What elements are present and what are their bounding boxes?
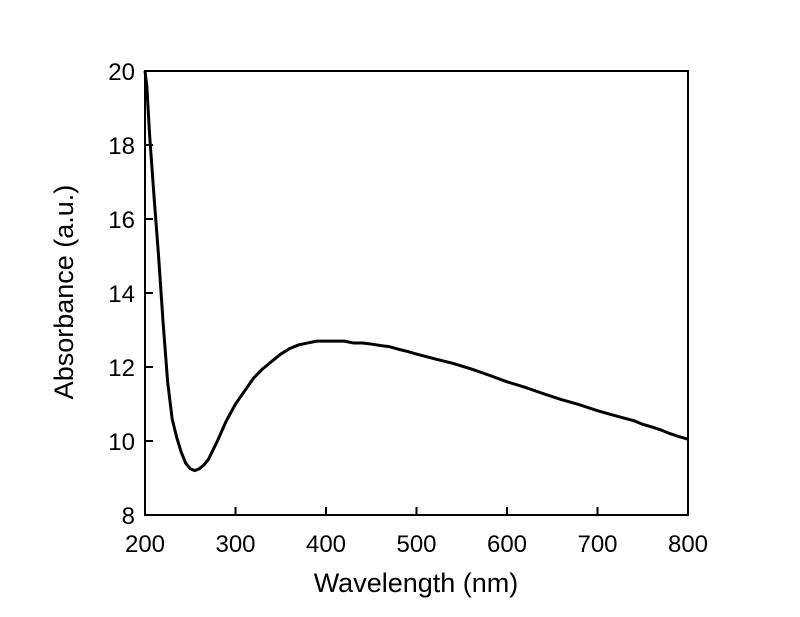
series-line	[143, 70, 689, 473]
plot-frame	[144, 70, 689, 516]
x-tick-label: 200	[125, 531, 165, 558]
y-tick-label: 8	[122, 503, 135, 530]
y-tick-label: 10	[108, 429, 135, 456]
x-tick-label: 500	[396, 531, 436, 558]
x-tick-label: 800	[668, 531, 708, 558]
y-tick-label: 18	[108, 133, 135, 160]
x-tick-label: 400	[306, 531, 346, 558]
x-tick-label: 600	[487, 531, 527, 558]
y-tick-label: 12	[108, 355, 135, 382]
y-tick-label: 14	[108, 281, 135, 308]
axes: 200 300 400 500 600 700 800 8 10 12 14 16 18 20	[108, 59, 708, 558]
y-tick-label: 16	[108, 207, 135, 234]
y-axis-title: Absorbance (a.u.)	[49, 185, 79, 400]
x-tick-label: 300	[215, 531, 255, 558]
plot-area	[143, 70, 689, 473]
y-tick-label: 20	[108, 59, 135, 86]
x-axis-title: Wavelength (nm)	[314, 568, 519, 598]
x-tick-label: 700	[577, 531, 617, 558]
